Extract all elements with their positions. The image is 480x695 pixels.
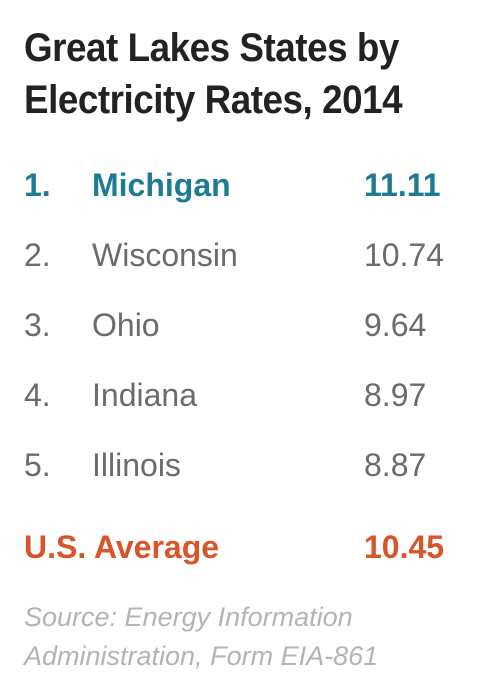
us-average-rate: 10.45 [364, 529, 445, 565]
rank-number: 3. [24, 307, 51, 343]
ranking-row-michigan: 1. Michigan 11.11 [24, 150, 464, 220]
electricity-rate: 8.87 [364, 447, 427, 483]
source-line-1: Source: Energy Information [24, 602, 353, 632]
state-name: Ohio [92, 307, 160, 343]
electricity-rate: 10.74 [364, 237, 445, 273]
page-title: Great Lakes States by Electricity Rates,… [24, 22, 429, 126]
state-name: Indiana [92, 377, 197, 413]
electricity-rate: 9.64 [364, 307, 427, 343]
source-line-2: Administration, Form EIA-861 [24, 641, 379, 671]
electricity-rate: 11.11 [364, 167, 441, 203]
state-name: Michigan [92, 167, 231, 203]
us-average-label: U.S. Average [24, 529, 220, 565]
ranking-row-illinois: 5. Illinois 8.87 [24, 430, 464, 500]
electricity-rate: 8.97 [364, 377, 427, 413]
rank-number: 2. [24, 237, 51, 273]
state-name: Illinois [92, 447, 181, 483]
ranking-row-indiana: 4. Indiana 8.97 [24, 360, 464, 430]
us-average-row: U.S. Average 10.45 [24, 512, 464, 582]
rank-number: 4. [24, 377, 51, 413]
ranking-row-ohio: 3. Ohio 9.64 [24, 290, 464, 360]
ranking-row-wisconsin: 2. Wisconsin 10.74 [24, 220, 464, 290]
rank-number: 1. [24, 167, 51, 203]
state-name: Wisconsin [92, 237, 238, 273]
title-line-1: Great Lakes States by [24, 26, 399, 70]
source-note: Source: Energy Information Administratio… [24, 598, 464, 676]
rankings-list: 1. Michigan 11.11 2. Wisconsin 10.74 3. … [24, 150, 464, 500]
title-line-2: Electricity Rates, 2014 [24, 78, 403, 122]
rank-number: 5. [24, 447, 51, 483]
